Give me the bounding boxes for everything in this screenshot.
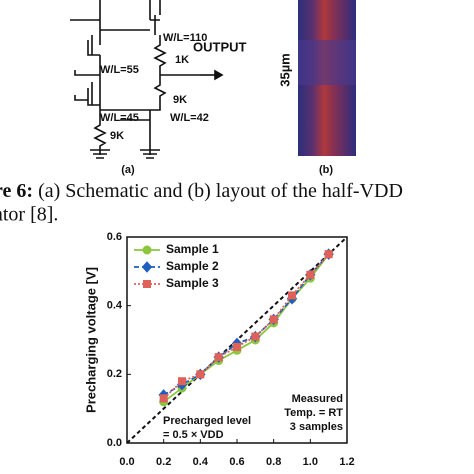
x-tick-label: 1.2 [339,456,354,468]
marker [159,394,168,403]
y-axis-label: Precharging voltage [V] [83,267,98,413]
label: (a) [121,164,135,176]
x-tick-label: 0.0 [119,456,134,468]
series-line [163,253,330,396]
label: OUTPUT [193,39,247,54]
legend-label: Sample 3 [166,276,219,290]
caption-text: (a) Schematic and (b) layout of the half… [33,180,403,202]
legend-marker [141,261,153,273]
label: W/L=110 [163,32,207,44]
x-tick-label: 0.4 [193,456,209,468]
y-tick-label: 0.6 [107,231,122,243]
caption: ator [8]. [0,204,58,226]
x-tick-label: 1.0 [303,456,318,468]
series-line [163,253,330,400]
label: W/L=55 [100,64,139,76]
marker [233,342,241,351]
marker [324,250,333,259]
y-tick-label: 0.2 [107,368,122,380]
label: W/L=42 [170,112,209,124]
label: W/L=45 [100,112,139,124]
annotation: Precharged level [163,415,251,427]
annotation: Measured [292,393,343,405]
label: (b) [319,164,333,176]
annotation: = 0.5 × VDD [163,429,224,441]
schematic [70,0,224,159]
x-tick-label: 0.6 [229,456,244,468]
marker [251,332,260,341]
label: 1K [175,54,189,66]
marker [288,291,296,300]
legend-label: Sample 2 [166,259,219,273]
annotation: Temp. = RT [284,407,343,419]
marker [214,353,223,362]
layout-band [298,40,356,85]
y-tick-label: 0.0 [107,437,122,449]
legend-label: Sample 1 [166,242,219,256]
x-tick-label: 0.2 [156,456,171,468]
legend-marker [142,245,152,255]
caption: re 6: (a) Schematic and (b) layout of th… [0,180,403,202]
label: 9K [173,94,187,106]
legend-marker [143,280,151,288]
marker [178,377,186,386]
annotation: 3 samples [290,421,343,433]
marker [269,315,278,324]
x-tick-label: 0.8 [266,456,281,468]
y-tick-label: 0.4 [107,300,123,312]
marker [306,270,315,279]
chart: 0.0 0.2 0.4 0.6 0.8 1.0 1.2 0.0 0.2 0.4 0.6 Prechar… [83,231,354,468]
label: 9K [110,130,124,142]
series-line [163,253,330,403]
marker [196,370,205,379]
caption-label: re 6: [0,180,33,202]
label: 35µm [277,53,292,87]
